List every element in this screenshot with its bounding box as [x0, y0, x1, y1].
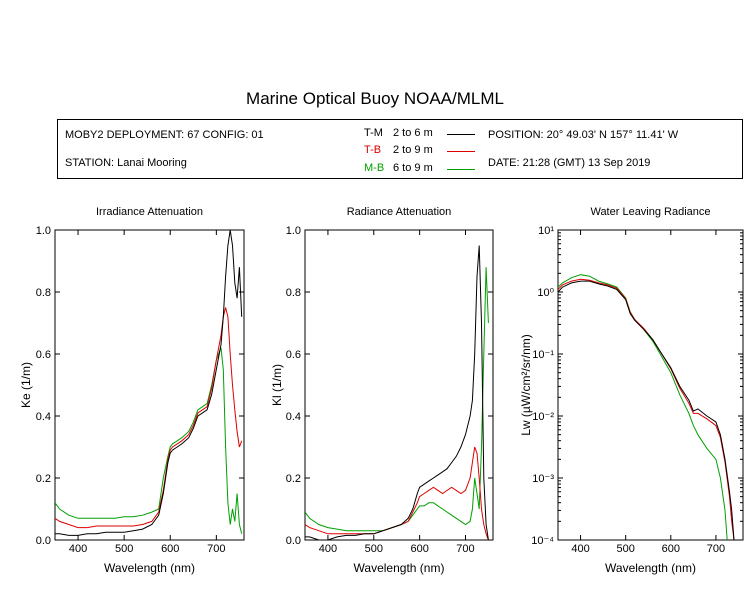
y-tick-label: 0.2 [286, 473, 301, 485]
chart-1: Irradiance Attenuation 400 500 600 700 0.0 0.2… [19, 206, 245, 575]
x-tick-label: 400 [319, 543, 337, 555]
series-line-t-m [305, 245, 489, 540]
legend-code-t-m: T-M [364, 127, 383, 139]
legend-line-t-m [447, 134, 475, 135]
x-tick-label: 400 [69, 543, 87, 555]
y-tick-label: 0.2 [36, 473, 51, 485]
legend-range-t-b: 2 to 9 m [393, 144, 433, 156]
plot-frame [54, 229, 245, 541]
legend-code-t-b: T-B [364, 144, 382, 156]
y-tick-label: 10⁻¹ [532, 349, 554, 361]
x-tick-label: 600 [161, 543, 179, 555]
x-tick-label: 500 [115, 543, 133, 555]
y-tick-label: 10⁻⁴ [531, 535, 554, 547]
position-text: POSITION: 20° 49.03' N 157° 11.41' W [488, 129, 679, 141]
y-tick-label: 0.6 [36, 349, 51, 361]
y-axis-label: Ke (1/m) [19, 362, 33, 408]
chart-title: Radiance Attenuation [347, 206, 452, 218]
info-box: MOBY2 DEPLOYMENT: 67 CONFIG: 01 STATION:… [57, 119, 743, 179]
y-tick-label: 0.4 [286, 411, 301, 423]
chart-3: Water Leaving Radiance 400 500 600 700 10⁻⁴ 10… [519, 206, 744, 575]
series-line-t-b [55, 307, 243, 529]
station-text: STATION: Lanai Mooring [65, 157, 187, 169]
plot-frame [304, 229, 494, 541]
legend-range-m-b: 6 to 9 m [393, 162, 433, 174]
date-text: DATE: 21:28 (GMT) 13 Sep 2019 [488, 157, 651, 169]
y-tick-label: 0.0 [286, 535, 301, 547]
legend-range-t-m: 2 to 6 m [393, 127, 433, 139]
x-tick-label: 600 [662, 543, 680, 555]
series-line-t-m [558, 280, 735, 540]
x-axis-label: Wavelength (nm) [605, 561, 696, 575]
series-line-m-b [55, 347, 243, 534]
y-tick-label: 1.0 [36, 225, 51, 237]
x-axis-label: Wavelength (nm) [104, 561, 195, 575]
legend-line-m-b [447, 169, 475, 170]
legend-line-t-b [447, 151, 475, 152]
x-axis-label: Wavelength (nm) [354, 561, 445, 575]
series-line-m-b [305, 267, 489, 532]
y-tick-label: 10⁰ [537, 287, 554, 299]
series-line-t-b [305, 446, 489, 540]
x-tick-label: 400 [571, 543, 589, 555]
series-line-t-b [558, 278, 735, 540]
x-tick-label: 500 [365, 543, 383, 555]
series-line-t-m [55, 230, 243, 536]
plot-frame [557, 229, 744, 541]
y-tick-label: 10⁻³ [532, 473, 554, 485]
y-axis-label: Kl (1/m) [270, 364, 284, 406]
y-tick-label: 1.0 [286, 225, 301, 237]
chart-2: Radiance Attenuation 400 500 600 700 0.0 0.2 0.… [270, 206, 494, 575]
chart-title: Water Leaving Radiance [590, 206, 710, 218]
chart-title: Irradiance Attenuation [96, 206, 203, 218]
page-title: Marine Optical Buoy NOAA/MLML [246, 89, 504, 108]
deployment-text: MOBY2 DEPLOYMENT: 67 CONFIG: 01 [65, 129, 264, 141]
y-tick-label: 10¹ [538, 225, 554, 237]
x-tick-label: 700 [707, 543, 725, 555]
x-tick-label: 700 [207, 543, 225, 555]
series-line-m-b [558, 274, 728, 540]
y-tick-label: 0.4 [36, 411, 51, 423]
x-tick-label: 600 [410, 543, 428, 555]
y-axis-label: Lw (µW/cm²/sr/nm) [519, 334, 533, 436]
x-tick-label: 500 [617, 543, 635, 555]
y-tick-label: 10⁻² [532, 411, 554, 423]
y-tick-label: 0.6 [286, 349, 301, 361]
y-tick-label: 0.8 [286, 287, 301, 299]
legend-code-m-b: M-B [364, 162, 385, 174]
y-tick-label: 0.8 [36, 287, 51, 299]
x-tick-label: 700 [456, 543, 474, 555]
y-tick-label: 0.0 [36, 535, 51, 547]
